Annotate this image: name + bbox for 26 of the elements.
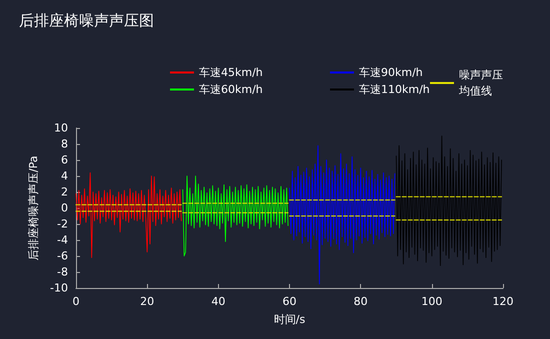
y-tick-label: 4 — [61, 170, 68, 182]
legend-label: 车速110km/h — [359, 83, 430, 96]
y-tick-label: -10 — [50, 282, 68, 294]
y-tick-label: -6 — [57, 250, 68, 262]
x-axis-title: 时间/s — [274, 313, 306, 326]
y-tick-label: 8 — [61, 138, 68, 150]
legend-label: 噪声声压均值线 — [458, 68, 503, 98]
legend-label: 车速60km/h — [199, 83, 263, 96]
x-tick-label: 80 — [354, 295, 368, 308]
x-tick-label: 0 — [72, 295, 80, 308]
chart-title: 后排座椅噪声声压图 — [19, 12, 154, 30]
y-tick-label: 6 — [61, 154, 68, 166]
y-axis-title: 后排座椅噪声声压/Pa — [27, 156, 40, 260]
y-tick-label: 0 — [61, 202, 68, 214]
x-tick-label: 20 — [140, 295, 154, 308]
x-tick-label: 120 — [492, 295, 514, 308]
x-tick-label: 100 — [421, 295, 442, 308]
legend-label: 车速45km/h — [199, 66, 263, 79]
x-tick-label: 60 — [282, 295, 296, 308]
x-tick-label: 40 — [211, 295, 226, 308]
y-tick-label: -2 — [57, 218, 68, 230]
y-tick-label: -4 — [57, 234, 68, 246]
y-tick-label: 10 — [54, 122, 68, 134]
y-tick-label: -8 — [57, 266, 68, 278]
y-tick-label: 2 — [61, 186, 68, 198]
legend-label: 车速90km/h — [359, 66, 423, 79]
